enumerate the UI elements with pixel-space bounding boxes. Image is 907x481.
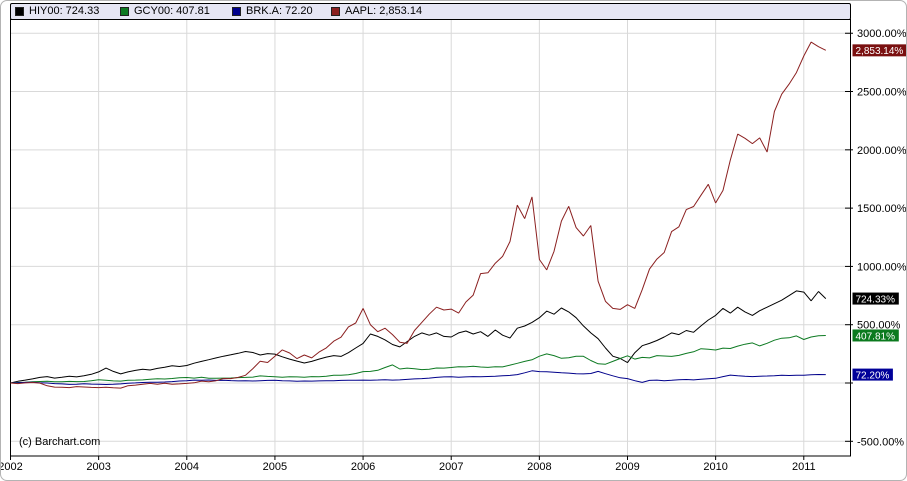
- y-axis-label: 1000.00%: [857, 261, 907, 273]
- y-axis-label: 3000.00%: [857, 28, 907, 40]
- y-axis-label: 2000.00%: [857, 145, 907, 157]
- series-line-HIY00: [10, 290, 827, 384]
- value-badge-HIY00: [852, 292, 899, 305]
- value-badge-label-AAPL: 2,853.14%: [856, 46, 904, 57]
- legend-bar: HIY00: 724.33 GCY00: 407.81 BRK.A: 72.20…: [10, 3, 851, 20]
- legend-item-gcy00: GCY00: 407.81: [120, 4, 210, 19]
- value-badge-AAPL: [852, 44, 906, 57]
- value-badge-GCY00: [852, 329, 899, 342]
- legend-item-hiy00: HIY00: 724.33: [15, 4, 99, 19]
- y-axis-label: 2500.00%: [857, 87, 907, 99]
- x-axis-label: 2006: [351, 461, 375, 473]
- legend-item-aapl: AAPL: 2,853.14: [331, 4, 422, 19]
- x-axis-label: 2009: [615, 461, 639, 473]
- legend-swatch-aapl: [331, 7, 340, 16]
- series-line-BRK.A: [10, 370, 826, 385]
- legend-item-brka: BRK.A: 72.20: [232, 4, 313, 19]
- x-axis-label: 2003: [86, 461, 110, 473]
- plot-border: [10, 19, 851, 457]
- value-badge-label-GCY00: 407.81%: [856, 331, 896, 342]
- legend-label-aapl: AAPL: 2,853.14: [345, 5, 423, 17]
- x-axis-label: 2002: [1, 461, 23, 473]
- y-axis-label: 500.00%: [857, 320, 901, 332]
- legend-swatch-hiy00: [15, 7, 24, 16]
- x-axis-label: 2007: [439, 461, 463, 473]
- value-badge-label-BRK.A: 72.20%: [856, 370, 890, 381]
- legend-swatch-brka: [232, 7, 241, 16]
- x-axis-label: 2005: [263, 461, 287, 473]
- y-axis-label: -500.00%: [857, 436, 904, 448]
- series-line-AAPL: [10, 41, 827, 389]
- y-axis-label: 1500.00%: [857, 203, 907, 215]
- legend-label-gcy00: GCY00: 407.81: [134, 5, 210, 17]
- x-axis-label: 2011: [792, 461, 816, 473]
- x-axis-label: 2004: [175, 461, 199, 473]
- copyright-label: (c) Barchart.com: [19, 436, 100, 448]
- x-axis-label: 2008: [527, 461, 551, 473]
- series-line-GCY00: [10, 335, 826, 384]
- value-badge-BRK.A: [852, 368, 893, 381]
- legend-swatch-gcy00: [120, 7, 129, 16]
- legend-label-brka: BRK.A: 72.20: [246, 5, 313, 17]
- x-axis-label: 2010: [703, 461, 727, 473]
- value-badge-label-HIY00: 724.33%: [856, 294, 896, 305]
- legend-label-hiy00: HIY00: 724.33: [29, 5, 100, 17]
